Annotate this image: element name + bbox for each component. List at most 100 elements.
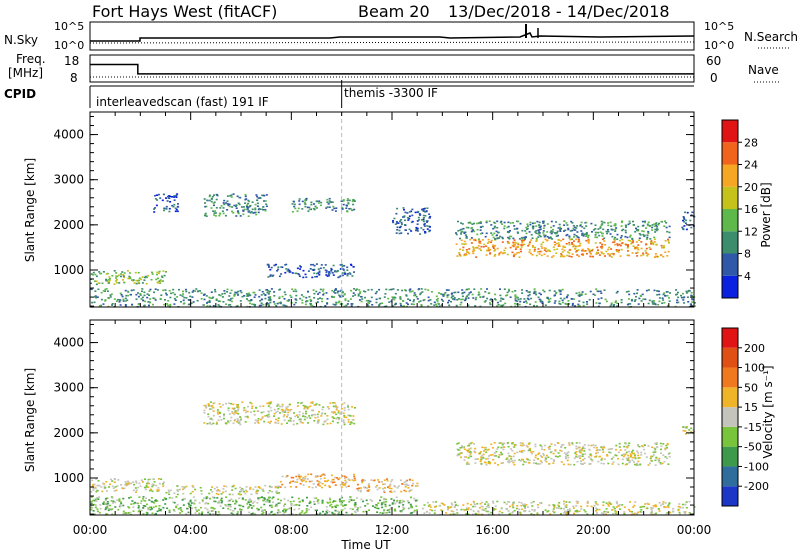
scatter-region-7: [455, 220, 671, 240]
freq-unit: [MHz]: [8, 66, 43, 80]
nave-tick-top: 60: [706, 54, 721, 68]
scatter-region-5: [392, 207, 432, 235]
scatter-region-3: [266, 263, 355, 279]
colorbar-swatch: [722, 328, 738, 348]
noise-right-tick-top: 10^5: [704, 20, 734, 33]
x-tick-label: 16:00: [475, 523, 510, 537]
noise-right-label: N.Search: [744, 30, 798, 44]
nave-tick-bottom: 0: [710, 71, 718, 85]
colorbar-swatch: [722, 209, 738, 232]
colorbar-tick-label: 12: [744, 225, 758, 238]
freq-panel: Freq. [MHz] 18 8 60 0 Nave: [8, 52, 780, 85]
velocity-panel: 1000 2000 3000 4000 Slant Range [km]: [23, 319, 696, 516]
colorbar-swatch: [722, 466, 738, 487]
y-tick-label: 2000: [53, 426, 84, 440]
colorbar-tick-label: -200: [744, 480, 769, 493]
colorbar-swatch: [722, 186, 738, 209]
scatter-region-5: [456, 441, 671, 466]
colorbar-tick-label: -50: [744, 441, 762, 454]
scatter-region-2: [279, 473, 356, 489]
scatter-region-1: [153, 193, 180, 213]
velocity-colorbar-label: Velocity [m s⁻¹]: [761, 365, 775, 458]
cpid-mode-2: themis -3300 IF: [344, 86, 438, 100]
colorbar-tick-label: 20: [744, 181, 758, 194]
nave-label: Nave: [748, 63, 779, 77]
noise-panel: N.Sky 10^5 10^0 10^5 10^0 N.Search: [4, 20, 798, 52]
x-tick-label: 12:00: [375, 523, 410, 537]
colorbar-swatch: [722, 253, 738, 276]
scatter-region-0: [90, 270, 167, 286]
noise-sky-line: [90, 32, 695, 42]
y-tick-label: 1000: [53, 471, 84, 485]
station-title: Fort Hays West (fitACF): [92, 2, 277, 21]
noise-left-tick-top: 10^5: [54, 20, 84, 33]
y-tick-label: 1000: [53, 263, 84, 277]
scatter-region-9: [90, 288, 696, 308]
colorbar-tick-label: 16: [744, 203, 758, 216]
y-tick-label: 4000: [53, 128, 84, 142]
cpid-panel: CPID interleavedscan (fast) 191 IF themi…: [4, 80, 694, 109]
colorbar-swatch: [722, 120, 738, 143]
y-tick-label: 2000: [53, 218, 84, 232]
power-colorbar: 4 8 12 16 20 24 28: [721, 119, 758, 299]
colorbar-swatch: [722, 367, 738, 388]
scatter-region-1: [165, 484, 281, 496]
y-tick-label: 4000: [53, 336, 84, 350]
noise-search-line: [89, 41, 695, 44]
x-axis-label: Time UT: [340, 538, 391, 552]
x-tick-label: 20:00: [576, 523, 611, 537]
power-colorbar-label: Power [dB]: [759, 182, 773, 247]
colorbar-tick-label: 200: [744, 342, 765, 355]
power-panel: 1000 2000 3000 4000 Slant Range [km]: [23, 111, 696, 308]
x-tick-label: 08:00: [274, 523, 309, 537]
noise-left-tick-bottom: 10^0: [54, 39, 84, 52]
velocity-colorbar: 200 100 50 15 -15 -50 -100 -200: [721, 327, 769, 507]
colorbar-swatch: [722, 407, 738, 427]
colorbar-tick-label: 100: [744, 362, 765, 375]
freq-tick-top: 18: [64, 54, 79, 68]
date-range: 13/Dec/2018 - 14/Dec/2018: [448, 2, 670, 21]
scatter-region-4: [291, 197, 356, 213]
colorbar-swatch: [722, 446, 738, 467]
scatter-region-8: [421, 500, 696, 516]
colorbar-tick-label: 8: [744, 248, 751, 261]
colorbar-swatch: [722, 347, 738, 368]
colorbar-swatch: [722, 231, 738, 254]
colorbar-tick-label: -15: [744, 421, 762, 434]
colorbar-tick-label: 15: [744, 401, 758, 414]
scatter-region-6: [455, 238, 670, 258]
scatter-region-3: [354, 478, 419, 494]
colorbar-tick-label: -100: [744, 460, 769, 473]
colorbar-tick-label: 24: [744, 159, 758, 172]
x-tick-label: 00:00: [73, 523, 108, 537]
colorbar-swatch: [722, 426, 738, 447]
noise-left-label: N.Sky: [4, 33, 38, 47]
colorbar-swatch: [722, 486, 738, 506]
x-tick-label: 00:00: [677, 523, 712, 537]
colorbar-tick-label: 50: [744, 381, 758, 394]
y-tick-label: 3000: [53, 173, 84, 187]
scatter-region-0: [90, 478, 165, 493]
cpid-mode-1: interleavedscan (fast) 191 IF: [96, 95, 269, 109]
scatter-region-2: [203, 193, 268, 217]
noise-right-tick-bottom: 10^0: [704, 39, 734, 52]
scatter-region-8: [681, 211, 696, 231]
freq-line: [90, 63, 694, 75]
colorbar-swatch: [722, 275, 738, 298]
cpid-label: CPID: [4, 87, 36, 101]
freq-label: Freq.: [16, 52, 46, 66]
power-ylabel: Slant Range [km]: [23, 158, 37, 262]
x-tick-label: 04:00: [173, 523, 208, 537]
velocity-ylabel: Slant Range [km]: [23, 368, 37, 472]
x-axis: 00:00 04:00 08:00 12:00 16:00 20:00 00:00: [73, 523, 712, 537]
colorbar-swatch: [722, 387, 738, 408]
freq-tick-bottom: 8: [70, 71, 78, 85]
colorbar-tick-label: 28: [744, 136, 758, 149]
colorbar-swatch: [722, 142, 738, 165]
beam-label: Beam 20: [358, 2, 430, 21]
scatter-region-4: [203, 401, 356, 426]
colorbar-tick-label: 4: [744, 270, 751, 283]
y-tick-label: 3000: [53, 381, 84, 395]
colorbar-swatch: [722, 164, 738, 187]
